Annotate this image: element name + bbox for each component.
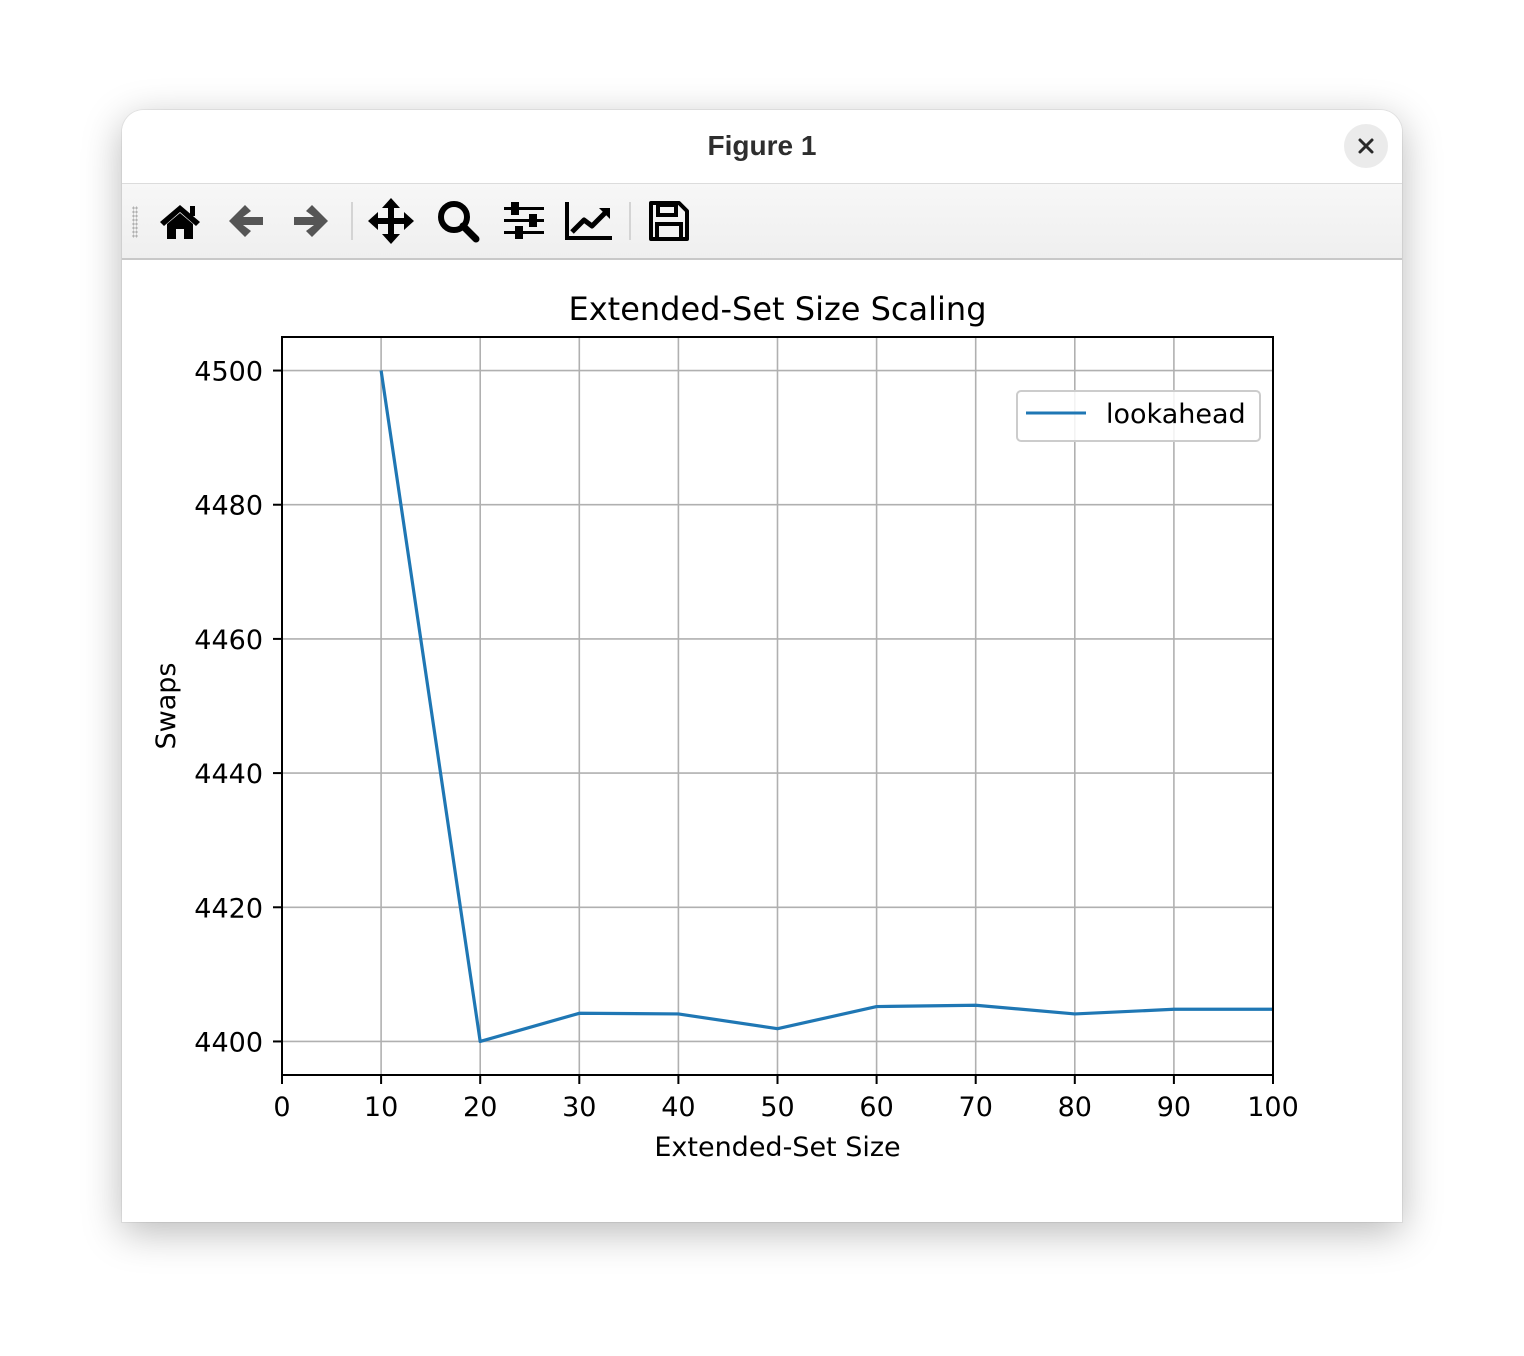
x-tick-label: 90 bbox=[1157, 1092, 1191, 1123]
y-tick-label: 4400 bbox=[194, 1027, 263, 1058]
x-tick-label: 10 bbox=[364, 1092, 398, 1123]
save-button[interactable] bbox=[644, 196, 694, 246]
x-tick-label: 0 bbox=[273, 1092, 290, 1123]
toolbar-separator bbox=[351, 202, 353, 240]
back-button[interactable] bbox=[221, 196, 271, 246]
legend: lookahead bbox=[1016, 390, 1261, 442]
y-tick-label: 4420 bbox=[194, 893, 263, 924]
x-tick-label: 100 bbox=[1247, 1092, 1299, 1123]
y-tick-label: 4440 bbox=[194, 759, 263, 790]
toolbar-separator bbox=[629, 202, 631, 240]
legend-label: lookahead bbox=[1106, 399, 1246, 430]
sliders-icon bbox=[504, 202, 544, 239]
chart-title: Extended-Set Size Scaling bbox=[569, 290, 987, 328]
y-tick-label: 4500 bbox=[194, 357, 263, 388]
arrow-left-icon bbox=[229, 205, 263, 237]
y-tick-label: 4460 bbox=[194, 625, 263, 656]
series-line-lookahead bbox=[379, 370, 1273, 1044]
x-axis-label: Extended-Set Size bbox=[654, 1132, 900, 1163]
line-chart: 0 10 20 30 40 50 60 70 80 90 100 4400 4420 4440 4460 44… bbox=[151, 290, 1299, 1163]
plot-canvas[interactable]: 0 10 20 30 40 50 60 70 80 90 100 4400 4420 4440 4460 44… bbox=[122, 260, 1402, 1222]
zoom-button[interactable] bbox=[433, 196, 483, 246]
y-axis-label: Swaps bbox=[151, 663, 182, 750]
figure-window: Figure 1 bbox=[122, 110, 1402, 1222]
window-title: Figure 1 bbox=[707, 130, 817, 161]
x-tick-label: 60 bbox=[859, 1092, 893, 1123]
x-tick-label: 40 bbox=[661, 1092, 695, 1123]
toolbar-grip[interactable] bbox=[132, 206, 138, 238]
x-tick-label: 80 bbox=[1058, 1092, 1092, 1123]
x-tick-label: 50 bbox=[760, 1092, 794, 1123]
move-icon bbox=[368, 198, 414, 244]
navigation-toolbar bbox=[122, 184, 1402, 260]
close-button[interactable] bbox=[1344, 124, 1388, 168]
line-chart-icon bbox=[565, 202, 612, 240]
arrow-right-icon bbox=[294, 205, 328, 237]
x-tick-label: 30 bbox=[562, 1092, 596, 1123]
magnifier-icon bbox=[438, 201, 480, 243]
x-tick-label: 20 bbox=[463, 1092, 497, 1123]
close-icon bbox=[1358, 138, 1374, 154]
y-tick-label: 4480 bbox=[194, 491, 263, 522]
tick-layer: 0 10 20 30 40 50 60 70 80 90 100 4400 4420 4440 4460 44… bbox=[194, 357, 1298, 1123]
forward-button[interactable] bbox=[286, 196, 336, 246]
legend-box bbox=[1016, 390, 1261, 442]
series-layer bbox=[379, 370, 1273, 1044]
x-tick-label: 70 bbox=[959, 1092, 993, 1123]
subplots-button[interactable] bbox=[499, 196, 549, 246]
floppy-disk-icon bbox=[649, 201, 689, 241]
home-icon bbox=[160, 205, 200, 239]
grid-lines bbox=[281, 337, 1274, 1075]
edit-axes-button[interactable] bbox=[564, 196, 614, 246]
pan-button[interactable] bbox=[366, 196, 416, 246]
home-button[interactable] bbox=[155, 196, 205, 246]
title-bar: Figure 1 bbox=[122, 110, 1402, 184]
